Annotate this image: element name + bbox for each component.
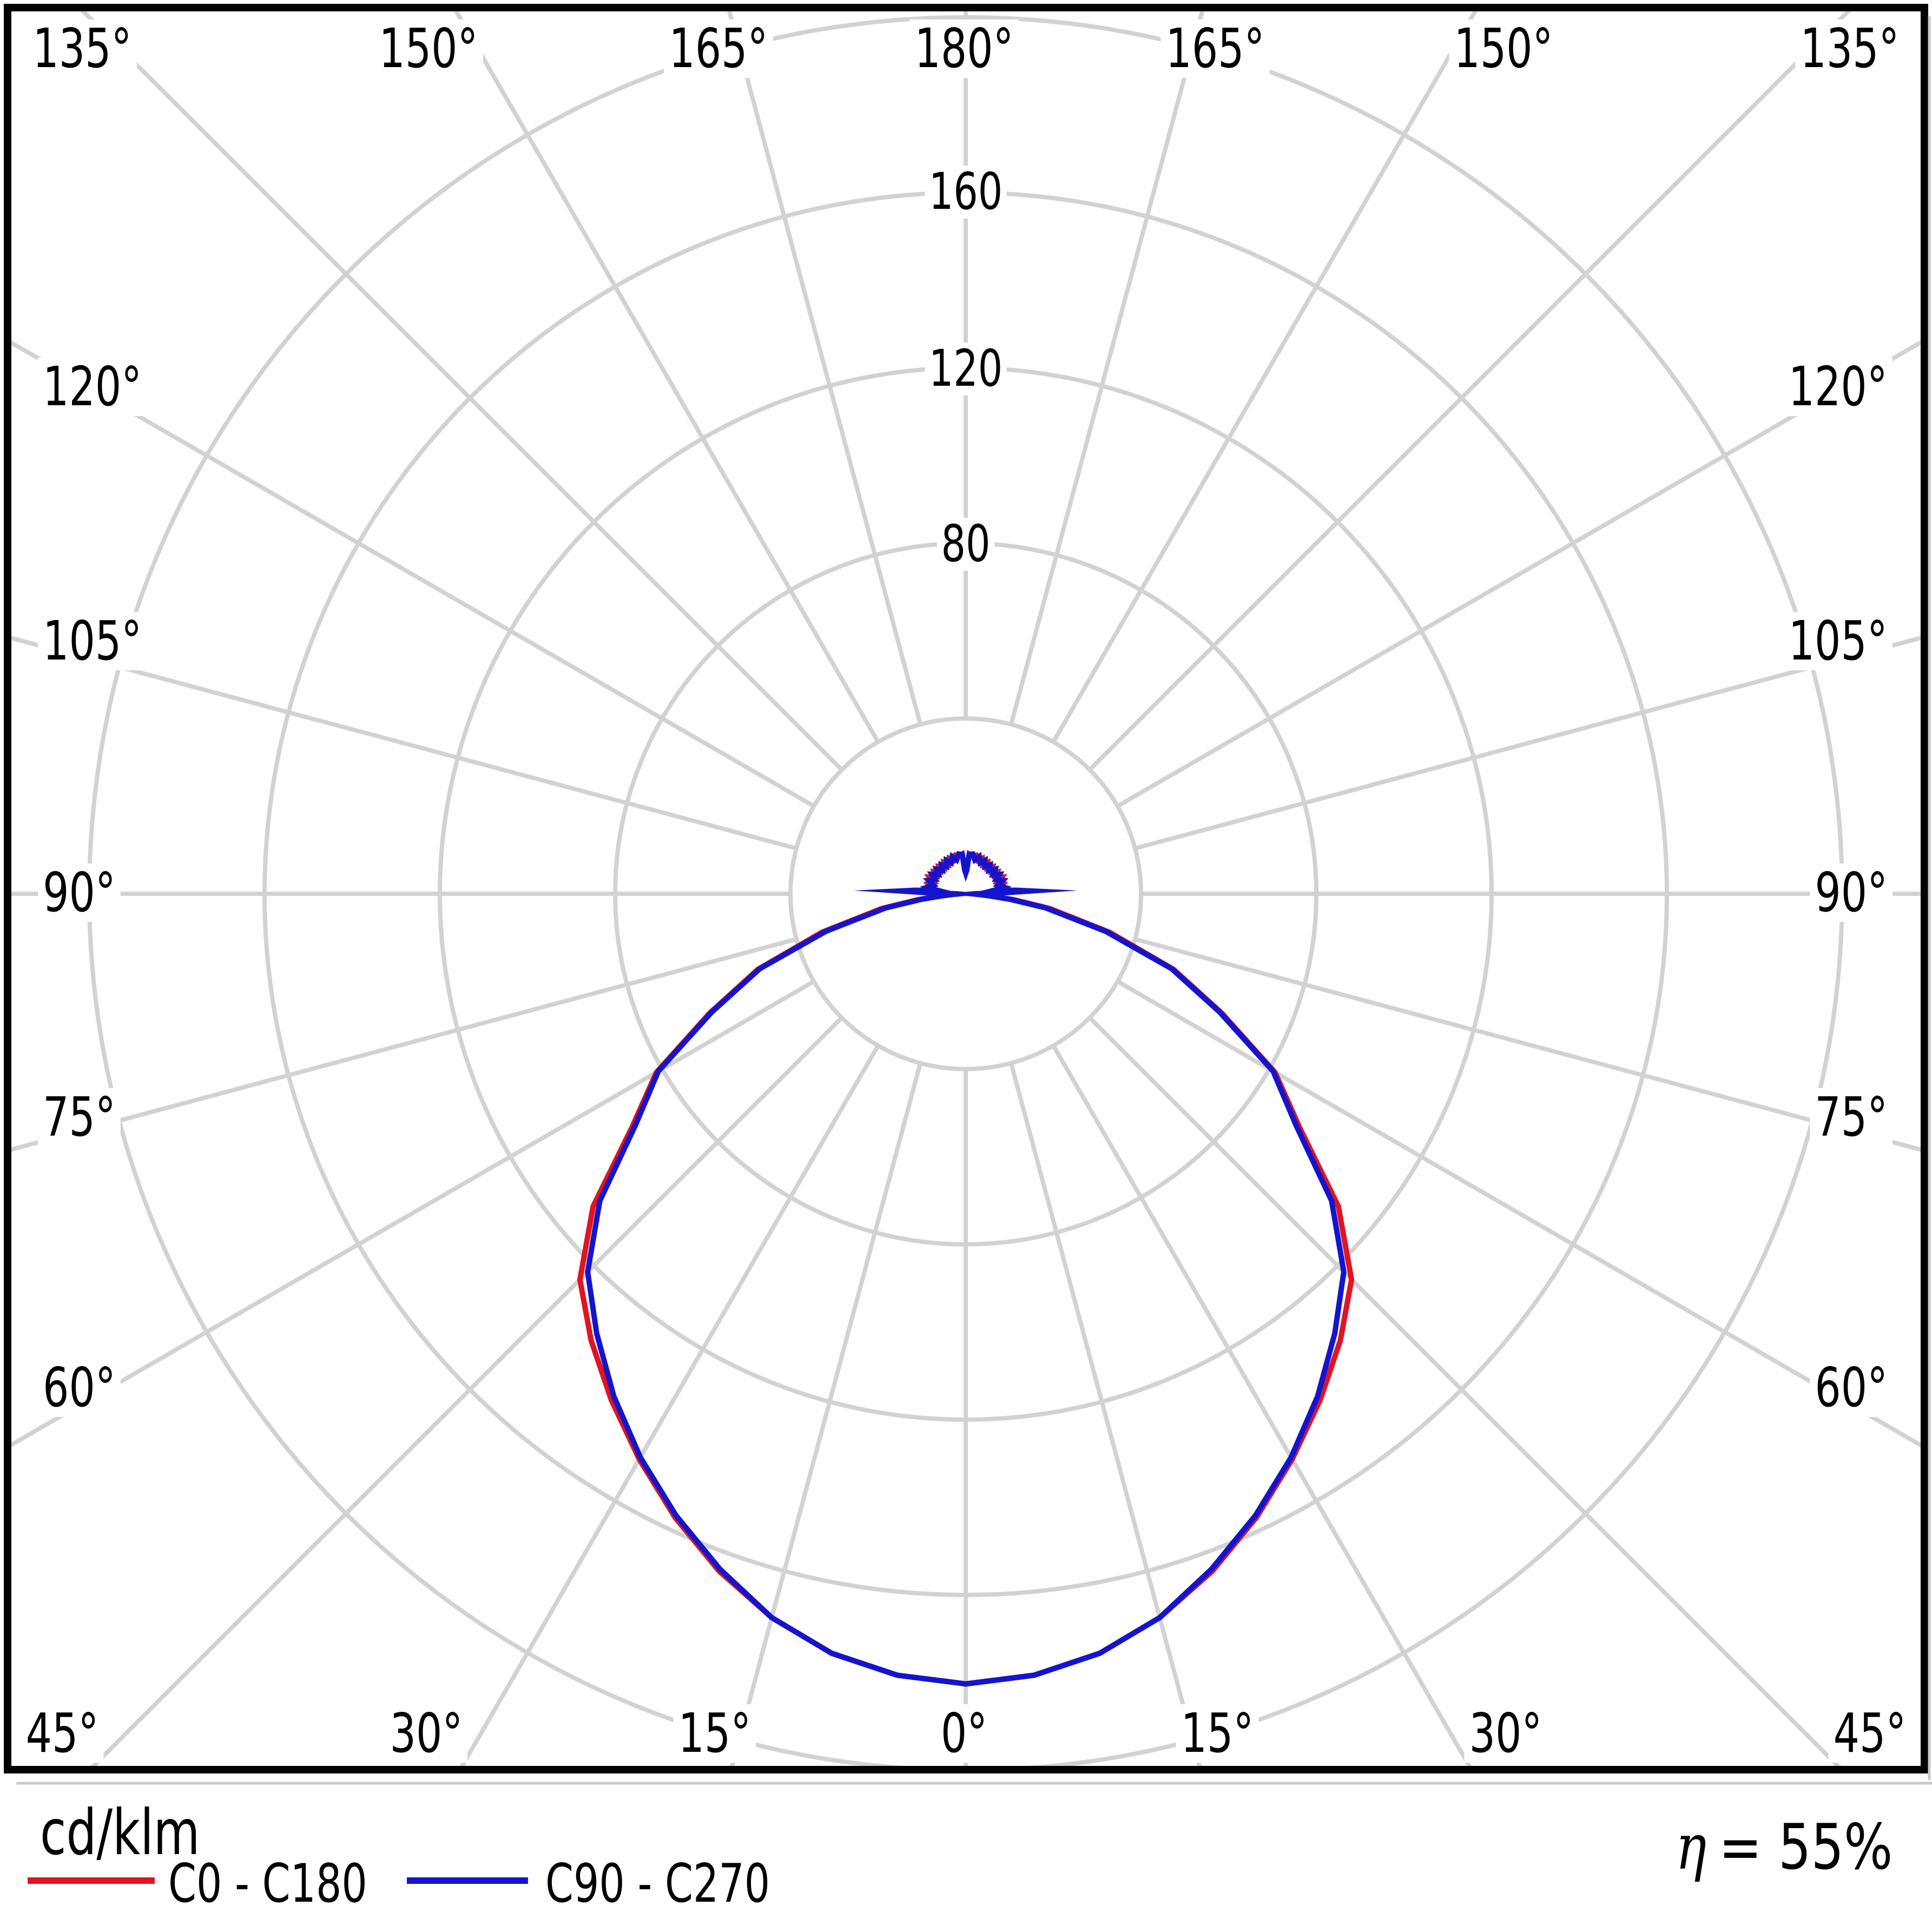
grid-spoke: [11, 340, 815, 808]
angle-label-right: 90°: [1810, 863, 1893, 922]
eta-symbol: η: [1675, 1811, 1706, 1884]
angle-label-left: 120°: [38, 358, 147, 416]
grid-spoke: [11, 937, 797, 1152]
grid-spoke: [1134, 635, 1921, 851]
angle-label-top: 150°: [1449, 19, 1558, 78]
angle-label-top: 165°: [664, 19, 773, 78]
angle-label-right: 60°: [1810, 1359, 1893, 1417]
angle-label-left: 90°: [38, 863, 121, 922]
angle-label-right: 75°: [1810, 1088, 1893, 1146]
grid-spoke: [459, 1044, 880, 1766]
grid-spoke: [11, 635, 797, 851]
curve-c90-c270: [585, 851, 1347, 1687]
angle-label-top: 180°: [909, 19, 1019, 78]
radial-unit-label: cd/klm: [40, 1796, 200, 1869]
legend-swatch-c90-c270: [407, 1877, 528, 1884]
angle-label-top: 135°: [1795, 19, 1904, 78]
grid-spoke: [1008, 11, 1205, 726]
eta-value: = 55%: [1718, 1811, 1893, 1884]
grid-spoke: [729, 1062, 923, 1766]
angle-label-left: 75°: [38, 1088, 121, 1146]
radial-tick-label: 160: [925, 166, 1007, 219]
grid-spoke: [453, 11, 880, 743]
angle-label-right: 120°: [1783, 358, 1893, 416]
plot-border: [4, 4, 1928, 1773]
angle-label-bottom: 30°: [1464, 1704, 1547, 1763]
angle-label-top: 150°: [374, 19, 483, 78]
grid-spoke: [727, 11, 923, 726]
grid-spoke: [1116, 979, 1921, 1448]
grid-spoke: [1051, 1044, 1472, 1766]
radial-tick-label: 120: [925, 342, 1007, 395]
grid-spoke: [11, 979, 815, 1448]
angle-label-top: 165°: [1160, 19, 1270, 78]
angle-label-bottom: 15°: [673, 1704, 756, 1763]
angle-label-bottom: 15°: [1176, 1704, 1259, 1763]
angle-label-top: 135°: [28, 19, 137, 78]
angle-label-left: 60°: [38, 1359, 121, 1417]
grid-spoke: [1088, 1016, 1842, 1766]
grid-spoke: [1134, 937, 1921, 1152]
angle-label-bottom: 30°: [385, 1704, 468, 1763]
radial-tick-label: 80: [937, 518, 995, 571]
angle-label-bottom: 45°: [21, 1704, 104, 1763]
efficiency-label: η = 55%: [1676, 1816, 1893, 1879]
angle-label-left: 105°: [38, 612, 147, 670]
angle-label-right: 105°: [1783, 612, 1893, 670]
grid-spoke: [1008, 1062, 1202, 1766]
legend-label-c0-c180: C0 - C180: [168, 1853, 367, 1915]
grid-spoke: [1116, 339, 1921, 808]
grid-spoke: [90, 1016, 843, 1766]
angle-label-bottom: 45°: [1828, 1704, 1911, 1763]
grid-spoke: [1051, 11, 1478, 743]
legend-swatch-c0-c180: [28, 1877, 155, 1884]
angle-label-bottom: 0°: [935, 1704, 993, 1763]
legend-label-c90-c270: C90 - C270: [545, 1853, 770, 1915]
